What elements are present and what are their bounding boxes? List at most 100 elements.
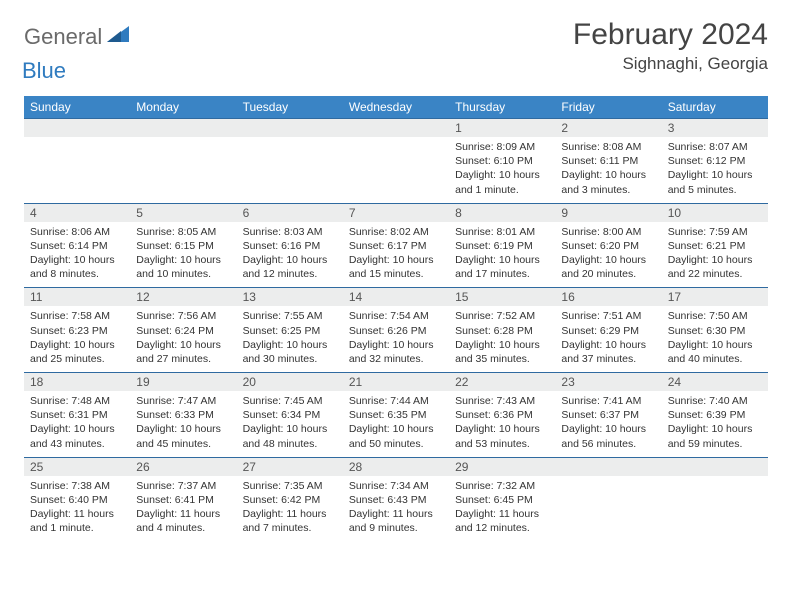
day-content: Sunrise: 8:08 AMSunset: 6:11 PMDaylight:… — [555, 137, 661, 203]
day-header-row: Sunday Monday Tuesday Wednesday Thursday… — [24, 96, 768, 119]
day-header-wednesday: Wednesday — [343, 96, 449, 119]
day-number — [343, 119, 449, 137]
day-content: Sunrise: 8:06 AMSunset: 6:14 PMDaylight:… — [24, 222, 130, 288]
day-content — [237, 137, 343, 195]
day-cell: 8Sunrise: 8:01 AMSunset: 6:19 PMDaylight… — [449, 203, 555, 288]
day-cell: 16Sunrise: 7:51 AMSunset: 6:29 PMDayligh… — [555, 288, 661, 373]
day-number: 15 — [449, 288, 555, 306]
day-number: 18 — [24, 373, 130, 391]
day-content: Sunrise: 8:00 AMSunset: 6:20 PMDaylight:… — [555, 222, 661, 288]
day-number: 3 — [662, 119, 768, 137]
day-cell: 15Sunrise: 7:52 AMSunset: 6:28 PMDayligh… — [449, 288, 555, 373]
day-cell: 11Sunrise: 7:58 AMSunset: 6:23 PMDayligh… — [24, 288, 130, 373]
day-number: 9 — [555, 204, 661, 222]
day-cell: 6Sunrise: 8:03 AMSunset: 6:16 PMDaylight… — [237, 203, 343, 288]
day-content — [24, 137, 130, 195]
week-daynum-row: 25Sunrise: 7:38 AMSunset: 6:40 PMDayligh… — [24, 457, 768, 541]
day-content — [662, 476, 768, 534]
day-cell — [24, 119, 130, 204]
day-number: 5 — [130, 204, 236, 222]
day-cell: 1Sunrise: 8:09 AMSunset: 6:10 PMDaylight… — [449, 119, 555, 204]
day-header-tuesday: Tuesday — [237, 96, 343, 119]
day-number — [24, 119, 130, 137]
day-number — [662, 458, 768, 476]
logo-text-blue: Blue — [22, 58, 66, 83]
week-daynum-row: 18Sunrise: 7:48 AMSunset: 6:31 PMDayligh… — [24, 373, 768, 458]
day-number: 17 — [662, 288, 768, 306]
day-number — [130, 119, 236, 137]
day-content: Sunrise: 8:01 AMSunset: 6:19 PMDaylight:… — [449, 222, 555, 288]
day-number — [555, 458, 661, 476]
month-title: February 2024 — [573, 18, 768, 52]
day-content: Sunrise: 7:51 AMSunset: 6:29 PMDaylight:… — [555, 306, 661, 372]
day-cell: 4Sunrise: 8:06 AMSunset: 6:14 PMDaylight… — [24, 203, 130, 288]
day-header-sunday: Sunday — [24, 96, 130, 119]
day-content: Sunrise: 7:34 AMSunset: 6:43 PMDaylight:… — [343, 476, 449, 542]
day-number: 10 — [662, 204, 768, 222]
day-content: Sunrise: 7:38 AMSunset: 6:40 PMDaylight:… — [24, 476, 130, 542]
week-daynum-row: 1Sunrise: 8:09 AMSunset: 6:10 PMDaylight… — [24, 119, 768, 204]
day-cell: 28Sunrise: 7:34 AMSunset: 6:43 PMDayligh… — [343, 457, 449, 541]
logo-triangle-icon — [107, 26, 129, 47]
day-content: Sunrise: 7:37 AMSunset: 6:41 PMDaylight:… — [130, 476, 236, 542]
day-content — [130, 137, 236, 195]
day-number: 28 — [343, 458, 449, 476]
day-content: Sunrise: 7:44 AMSunset: 6:35 PMDaylight:… — [343, 391, 449, 457]
day-content: Sunrise: 7:43 AMSunset: 6:36 PMDaylight:… — [449, 391, 555, 457]
day-cell: 22Sunrise: 7:43 AMSunset: 6:36 PMDayligh… — [449, 373, 555, 458]
day-header-saturday: Saturday — [662, 96, 768, 119]
day-cell — [555, 457, 661, 541]
day-content: Sunrise: 7:40 AMSunset: 6:39 PMDaylight:… — [662, 391, 768, 457]
week-daynum-row: 11Sunrise: 7:58 AMSunset: 6:23 PMDayligh… — [24, 288, 768, 373]
day-number: 23 — [555, 373, 661, 391]
day-number: 7 — [343, 204, 449, 222]
day-cell: 23Sunrise: 7:41 AMSunset: 6:37 PMDayligh… — [555, 373, 661, 458]
day-cell: 24Sunrise: 7:40 AMSunset: 6:39 PMDayligh… — [662, 373, 768, 458]
day-cell: 3Sunrise: 8:07 AMSunset: 6:12 PMDaylight… — [662, 119, 768, 204]
day-number: 25 — [24, 458, 130, 476]
day-content: Sunrise: 8:02 AMSunset: 6:17 PMDaylight:… — [343, 222, 449, 288]
day-cell: 21Sunrise: 7:44 AMSunset: 6:35 PMDayligh… — [343, 373, 449, 458]
day-number: 21 — [343, 373, 449, 391]
day-number: 24 — [662, 373, 768, 391]
day-content: Sunrise: 7:50 AMSunset: 6:30 PMDaylight:… — [662, 306, 768, 372]
day-number: 13 — [237, 288, 343, 306]
day-number: 26 — [130, 458, 236, 476]
day-cell: 14Sunrise: 7:54 AMSunset: 6:26 PMDayligh… — [343, 288, 449, 373]
day-content: Sunrise: 7:55 AMSunset: 6:25 PMDaylight:… — [237, 306, 343, 372]
day-header-monday: Monday — [130, 96, 236, 119]
day-number: 8 — [449, 204, 555, 222]
logo-text-general: General — [24, 24, 102, 50]
day-header-thursday: Thursday — [449, 96, 555, 119]
day-cell: 27Sunrise: 7:35 AMSunset: 6:42 PMDayligh… — [237, 457, 343, 541]
day-content: Sunrise: 7:41 AMSunset: 6:37 PMDaylight:… — [555, 391, 661, 457]
day-number: 20 — [237, 373, 343, 391]
day-number: 2 — [555, 119, 661, 137]
day-cell: 26Sunrise: 7:37 AMSunset: 6:41 PMDayligh… — [130, 457, 236, 541]
day-cell: 9Sunrise: 8:00 AMSunset: 6:20 PMDaylight… — [555, 203, 661, 288]
day-cell: 20Sunrise: 7:45 AMSunset: 6:34 PMDayligh… — [237, 373, 343, 458]
day-content: Sunrise: 7:45 AMSunset: 6:34 PMDaylight:… — [237, 391, 343, 457]
day-content: Sunrise: 7:56 AMSunset: 6:24 PMDaylight:… — [130, 306, 236, 372]
day-cell: 2Sunrise: 8:08 AMSunset: 6:11 PMDaylight… — [555, 119, 661, 204]
day-cell: 29Sunrise: 7:32 AMSunset: 6:45 PMDayligh… — [449, 457, 555, 541]
day-number — [237, 119, 343, 137]
week-daynum-row: 4Sunrise: 8:06 AMSunset: 6:14 PMDaylight… — [24, 203, 768, 288]
day-content: Sunrise: 7:32 AMSunset: 6:45 PMDaylight:… — [449, 476, 555, 542]
day-cell — [237, 119, 343, 204]
day-cell: 5Sunrise: 8:05 AMSunset: 6:15 PMDaylight… — [130, 203, 236, 288]
day-content: Sunrise: 7:35 AMSunset: 6:42 PMDaylight:… — [237, 476, 343, 542]
day-content: Sunrise: 7:47 AMSunset: 6:33 PMDaylight:… — [130, 391, 236, 457]
day-content: Sunrise: 8:09 AMSunset: 6:10 PMDaylight:… — [449, 137, 555, 203]
day-cell: 7Sunrise: 8:02 AMSunset: 6:17 PMDaylight… — [343, 203, 449, 288]
calendar-table: Sunday Monday Tuesday Wednesday Thursday… — [24, 96, 768, 541]
day-number: 19 — [130, 373, 236, 391]
day-number: 16 — [555, 288, 661, 306]
day-cell: 19Sunrise: 7:47 AMSunset: 6:33 PMDayligh… — [130, 373, 236, 458]
day-cell — [343, 119, 449, 204]
day-cell: 12Sunrise: 7:56 AMSunset: 6:24 PMDayligh… — [130, 288, 236, 373]
day-number: 12 — [130, 288, 236, 306]
day-number: 6 — [237, 204, 343, 222]
day-content: Sunrise: 7:52 AMSunset: 6:28 PMDaylight:… — [449, 306, 555, 372]
day-content: Sunrise: 7:59 AMSunset: 6:21 PMDaylight:… — [662, 222, 768, 288]
